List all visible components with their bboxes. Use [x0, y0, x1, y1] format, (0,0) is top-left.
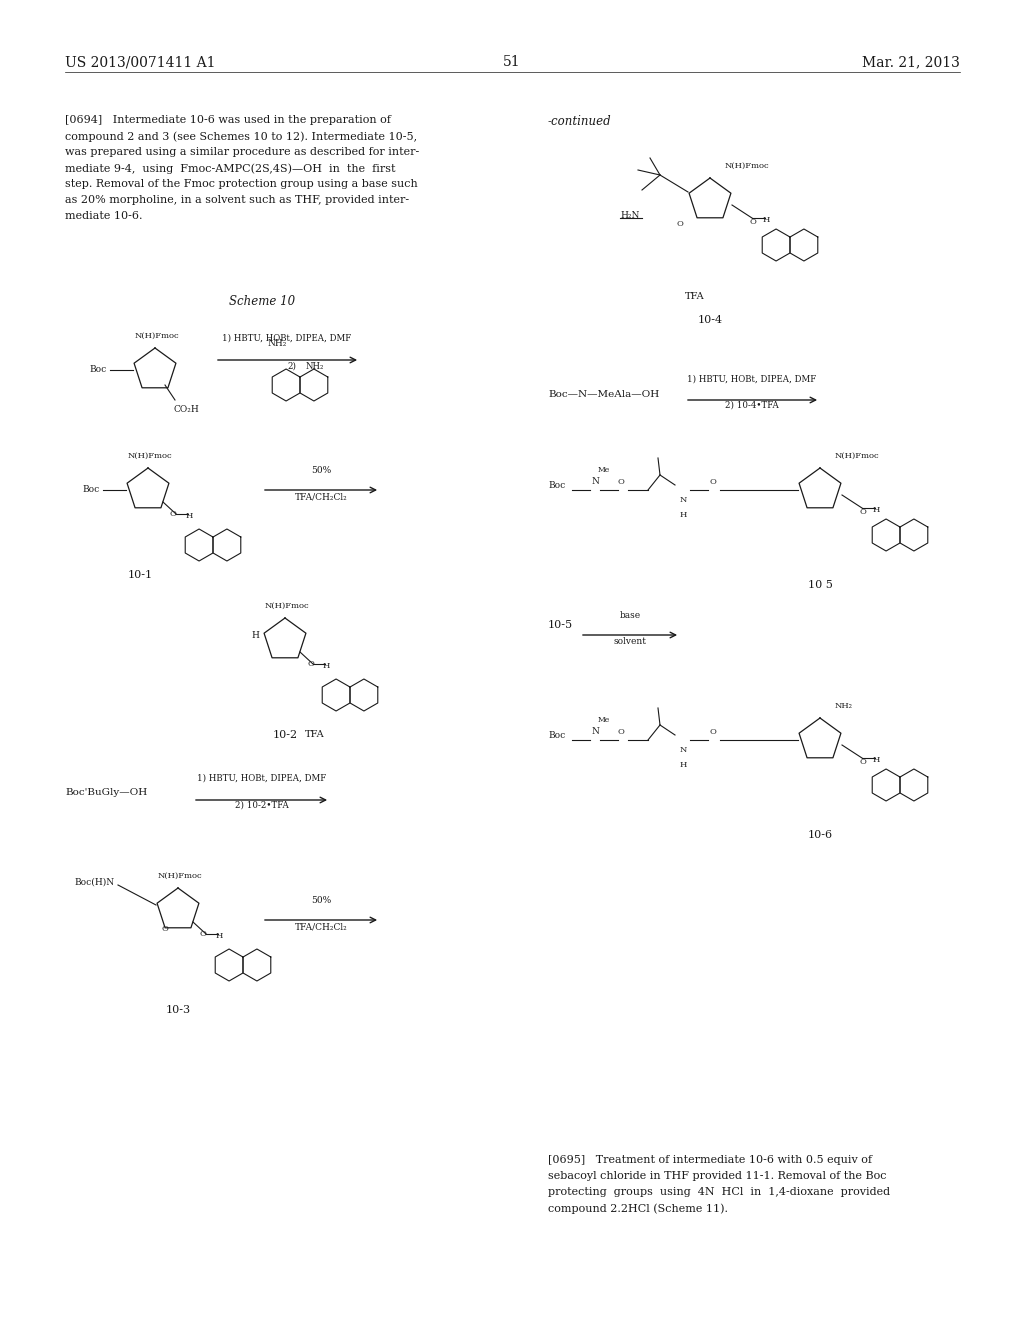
Text: 1) HBTU, HOBt, DIPEA, DMF: 1) HBTU, HOBt, DIPEA, DMF: [222, 334, 351, 343]
Text: 10-6: 10-6: [808, 830, 833, 840]
Text: US 2013/0071411 A1: US 2013/0071411 A1: [65, 55, 215, 69]
Text: 2) 10-4•TFA: 2) 10-4•TFA: [725, 401, 779, 411]
Text: Me: Me: [598, 715, 610, 723]
Text: O: O: [750, 218, 757, 226]
Text: N: N: [680, 496, 687, 504]
Text: O: O: [860, 508, 867, 516]
Text: N(H)Fmoc: N(H)Fmoc: [158, 873, 203, 880]
Text: O: O: [200, 931, 207, 939]
Text: 10-2: 10-2: [272, 730, 298, 741]
Text: solvent: solvent: [613, 638, 646, 645]
Text: NH₂: NH₂: [835, 702, 853, 710]
Text: H: H: [186, 512, 194, 520]
Text: base: base: [620, 611, 641, 620]
Text: compound 2 and 3 (see Schemes 10 to 12). Intermediate 10-5,: compound 2 and 3 (see Schemes 10 to 12).…: [65, 131, 417, 141]
Text: H: H: [680, 762, 687, 770]
Text: mediate 10-6.: mediate 10-6.: [65, 211, 142, 220]
Text: [0694]   Intermediate 10-6 was used in the preparation of: [0694] Intermediate 10-6 was used in the…: [65, 115, 391, 125]
Text: 1) HBTU, HOBt, DIPEA, DMF: 1) HBTU, HOBt, DIPEA, DMF: [687, 375, 816, 384]
Text: 50%: 50%: [311, 896, 331, 906]
Text: Boc'BuGly—OH: Boc'BuGly—OH: [65, 788, 147, 797]
Text: N: N: [592, 727, 600, 737]
Text: N(H)Fmoc: N(H)Fmoc: [135, 333, 179, 341]
Text: Boc—N—MeAla—OH: Boc—N—MeAla—OH: [548, 389, 659, 399]
Text: 10 5: 10 5: [808, 579, 833, 590]
Text: mediate 9-4,  using  Fmoc-AMPC(2S,4S)—OH  in  the  first: mediate 9-4, using Fmoc-AMPC(2S,4S)—OH i…: [65, 162, 395, 173]
Text: protecting  groups  using  4N  HCl  in  1,4-dioxane  provided: protecting groups using 4N HCl in 1,4-di…: [548, 1187, 890, 1197]
Text: 10-1: 10-1: [127, 570, 153, 579]
Text: -continued: -continued: [548, 115, 611, 128]
Text: was prepared using a similar procedure as described for inter-: was prepared using a similar procedure a…: [65, 147, 419, 157]
Text: Boc: Boc: [90, 366, 106, 375]
Text: H: H: [763, 216, 770, 224]
Text: O: O: [618, 729, 625, 737]
Text: 2) 10-2•TFA: 2) 10-2•TFA: [236, 801, 289, 810]
Text: TFA/CH₂Cl₂: TFA/CH₂Cl₂: [295, 921, 347, 931]
Text: O: O: [307, 660, 314, 668]
Text: N(H)Fmoc: N(H)Fmoc: [835, 451, 880, 459]
Text: sebacoyl chloride in THF provided 11-1. Removal of the Boc: sebacoyl chloride in THF provided 11-1. …: [548, 1171, 887, 1181]
Text: H: H: [873, 756, 881, 764]
Text: [0695]   Treatment of intermediate 10-6 with 0.5 equiv of: [0695] Treatment of intermediate 10-6 wi…: [548, 1155, 872, 1166]
Text: O: O: [170, 510, 177, 517]
Text: CO₂H: CO₂H: [173, 405, 199, 414]
Text: H: H: [323, 663, 331, 671]
Text: N(H)Fmoc: N(H)Fmoc: [264, 602, 309, 610]
Text: H: H: [680, 511, 687, 519]
Text: TFA: TFA: [305, 730, 325, 739]
Text: Boc: Boc: [548, 730, 565, 739]
Text: N(H)Fmoc: N(H)Fmoc: [128, 451, 172, 459]
Text: TFA/CH₂Cl₂: TFA/CH₂Cl₂: [295, 492, 347, 502]
Text: 10-3: 10-3: [166, 1005, 190, 1015]
Text: O: O: [710, 478, 717, 486]
Text: N: N: [680, 746, 687, 754]
Text: O: O: [710, 729, 717, 737]
Text: Boc: Boc: [83, 486, 100, 495]
Text: 1) HBTU, HOBt, DIPEA, DMF: 1) HBTU, HOBt, DIPEA, DMF: [198, 774, 327, 783]
Text: O: O: [618, 478, 625, 486]
Text: O: O: [161, 925, 168, 933]
Text: NH₂: NH₂: [306, 362, 325, 371]
Text: TFA: TFA: [685, 292, 705, 301]
Text: H: H: [251, 631, 259, 639]
Text: Boc(H)N: Boc(H)N: [75, 878, 115, 887]
Text: 10-4: 10-4: [697, 315, 723, 325]
Text: Scheme 10: Scheme 10: [229, 294, 295, 308]
Text: 51: 51: [503, 55, 521, 69]
Text: NH₂: NH₂: [268, 339, 288, 348]
Text: N(H)Fmoc: N(H)Fmoc: [725, 162, 770, 170]
Text: Mar. 21, 2013: Mar. 21, 2013: [862, 55, 961, 69]
Text: as 20% morpholine, in a solvent such as THF, provided inter-: as 20% morpholine, in a solvent such as …: [65, 195, 410, 205]
Text: O: O: [860, 758, 867, 766]
Text: O: O: [677, 220, 683, 228]
Text: 50%: 50%: [311, 466, 331, 475]
Text: 2): 2): [287, 362, 296, 371]
Text: step. Removal of the Fmoc protection group using a base such: step. Removal of the Fmoc protection gro…: [65, 180, 418, 189]
Text: Boc: Boc: [548, 480, 565, 490]
Text: Me: Me: [598, 466, 610, 474]
Text: N: N: [592, 478, 600, 487]
Text: H: H: [216, 932, 223, 940]
Text: compound 2.2HCl (Scheme 11).: compound 2.2HCl (Scheme 11).: [548, 1203, 728, 1213]
Text: H: H: [873, 506, 881, 513]
Text: H₂N: H₂N: [620, 210, 639, 219]
Text: 10-5: 10-5: [548, 620, 573, 630]
